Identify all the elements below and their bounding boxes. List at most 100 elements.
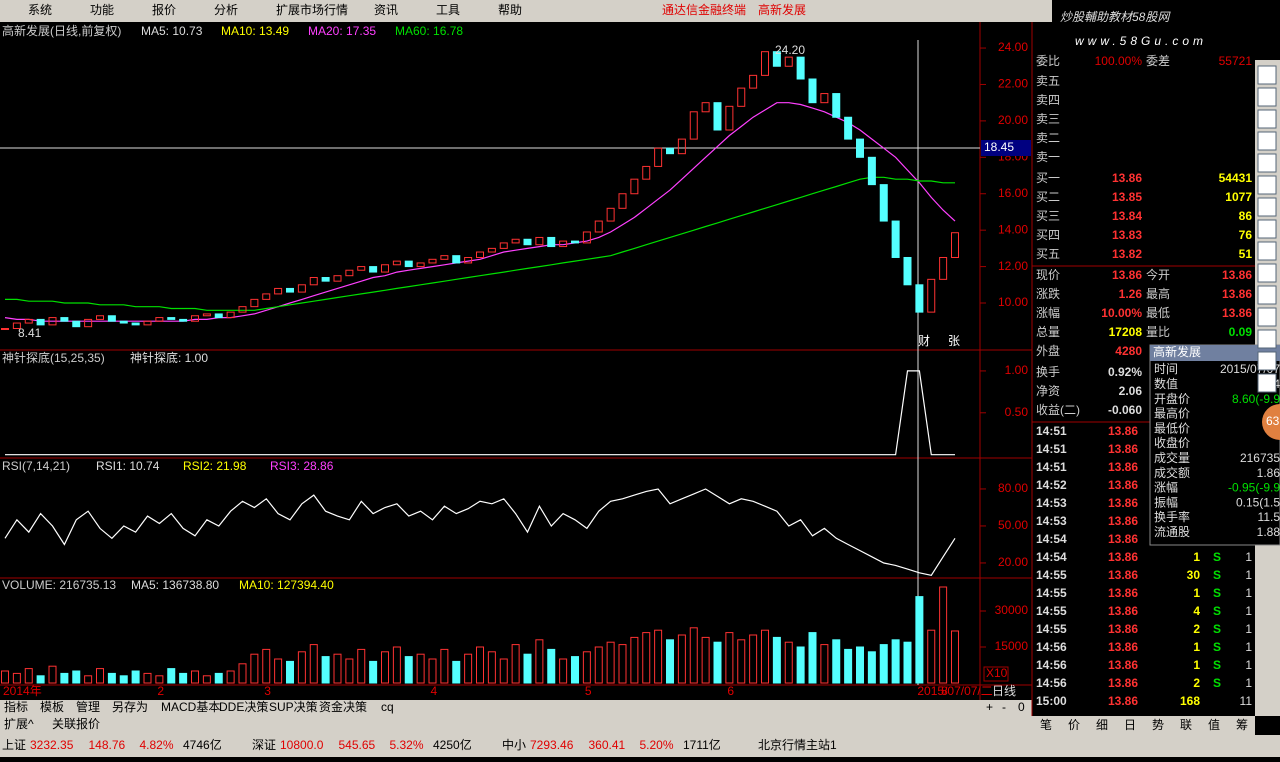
pane-header: RSI(7,14,21) [2, 459, 70, 473]
menu-item[interactable]: 功能 [90, 3, 114, 17]
bid-label: 买二 [1036, 190, 1060, 204]
candle [392, 260, 401, 266]
toolbar-icon[interactable] [1257, 131, 1277, 151]
extra-label: 换手 [1036, 365, 1060, 379]
candle [202, 313, 211, 317]
menu-item[interactable]: 系统 [28, 3, 52, 17]
tick-time: 14:53 [1036, 496, 1067, 510]
tab[interactable]: 关联报价 [52, 716, 100, 731]
tab[interactable]: DDE决策 [219, 700, 268, 714]
side-tab[interactable]: 笔 [1040, 717, 1052, 732]
candle [677, 138, 686, 155]
tick-volume: 2 [1193, 676, 1200, 690]
toolbar-icon[interactable] [1257, 263, 1277, 283]
tick-time: 14:54 [1036, 532, 1067, 546]
tick-volume: 168 [1180, 694, 1200, 708]
tick-price: 13.86 [1108, 622, 1138, 636]
cursor-box [981, 140, 1031, 156]
volume-bar [903, 641, 912, 684]
menu-bar [0, 0, 1280, 22]
side-tab[interactable]: 价 [1068, 718, 1080, 732]
candle [535, 236, 544, 246]
scale-label: X10 [986, 666, 1008, 680]
quote-label: 今开 [1146, 267, 1170, 282]
toolbar-icon[interactable] [1257, 307, 1277, 327]
watermark: 炒股輔助教材58股网 [1060, 10, 1171, 24]
toolbar-icon[interactable] [1257, 285, 1277, 305]
ma-line [5, 176, 955, 311]
side-tab[interactable]: 筹 [1236, 718, 1248, 732]
tab[interactable]: MACD基本 [161, 700, 220, 714]
toolbar-icon[interactable] [1257, 153, 1277, 173]
tick-count: 1 [1245, 658, 1252, 672]
menu-item[interactable]: 报价 [152, 2, 176, 17]
tab[interactable]: 资金决策 [319, 699, 367, 714]
tick-time: 15:00 [1036, 694, 1067, 708]
volume-bar [487, 651, 496, 684]
toolbar-icon[interactable] [1257, 175, 1277, 195]
toolbar-icon[interactable] [1257, 87, 1277, 107]
toolbar-icon[interactable] [1257, 197, 1277, 217]
volume-bar [476, 646, 484, 684]
menu-item[interactable]: 扩展市场行情 [276, 2, 348, 17]
zoom-button[interactable]: 0 [1018, 700, 1025, 714]
pane-header: MA10: 13.49 [221, 24, 289, 38]
side-tab[interactable]: 日 [1124, 718, 1136, 732]
candle [72, 320, 81, 328]
scale-box [983, 666, 1009, 682]
pane-header: RSI3: 28.86 [270, 459, 334, 473]
side-tab[interactable]: 联 [1180, 718, 1192, 732]
toolbar-icon[interactable] [1257, 351, 1277, 371]
pane-header: VOLUME: 216735.13 [2, 578, 116, 592]
candle [927, 278, 936, 313]
toolbar-icon[interactable] [1257, 373, 1277, 393]
tab[interactable]: 扩展^ [4, 717, 34, 731]
volume-bar [36, 675, 45, 684]
quote-label: 总量 [1036, 325, 1060, 339]
tab[interactable]: 指标 [4, 699, 28, 714]
tick-time: 14:51 [1036, 442, 1067, 456]
candle [357, 266, 366, 271]
popup-value: 0.15(1.5 [1236, 495, 1280, 509]
tab[interactable]: SUP决策 [269, 700, 318, 714]
tab[interactable]: 管理 [76, 699, 100, 714]
zoom-button[interactable]: + [986, 700, 993, 714]
tab[interactable]: cq [381, 700, 394, 714]
pane-borders [0, 22, 1255, 716]
y-tick-label: 16.00 [998, 186, 1028, 200]
bid-label: 买五 [1036, 247, 1060, 261]
tick-volume: 1 [1193, 640, 1200, 654]
side-tab[interactable]: 细 [1096, 718, 1108, 732]
toolbar-icon[interactable] [1257, 329, 1277, 349]
volume-bar [24, 668, 33, 684]
tick-volume: 1 [1193, 658, 1200, 672]
popup-label: 换手率 [1154, 509, 1190, 524]
candle [226, 311, 235, 319]
pane-header: 神针探底: 1.00 [130, 350, 208, 365]
menu-item[interactable]: 分析 [214, 3, 238, 17]
tab[interactable]: 另存为 [112, 700, 148, 714]
toolbar-icon[interactable] [1257, 109, 1277, 129]
menu-item[interactable]: 工具 [436, 3, 460, 17]
volume-bar [547, 648, 556, 684]
tick-price: 13.86 [1108, 550, 1138, 564]
ask-label: 卖一 [1036, 150, 1060, 164]
volume-bar [915, 596, 924, 684]
volume-bar [440, 648, 449, 684]
toolbar-icon[interactable] [1257, 219, 1277, 239]
tab[interactable]: 模板 [40, 700, 64, 714]
zoom-button[interactable]: - [1002, 700, 1006, 714]
volume-bar [654, 629, 663, 684]
x-tick-label: 4 [431, 684, 438, 698]
status-item: 3232.35 [30, 738, 74, 752]
menu-item[interactable]: 资讯 [374, 3, 398, 17]
volume-bar [60, 672, 69, 684]
toolbar-icon[interactable] [1257, 241, 1277, 261]
side-tab[interactable]: 值 [1208, 717, 1220, 732]
candle [309, 277, 318, 286]
side-tab[interactable]: 势 [1152, 718, 1164, 732]
tick-side: S [1213, 604, 1221, 618]
menu-item[interactable]: 帮助 [498, 3, 522, 17]
toolbar-icon[interactable] [1257, 65, 1277, 85]
y-tick-label: 20.00 [998, 555, 1028, 569]
